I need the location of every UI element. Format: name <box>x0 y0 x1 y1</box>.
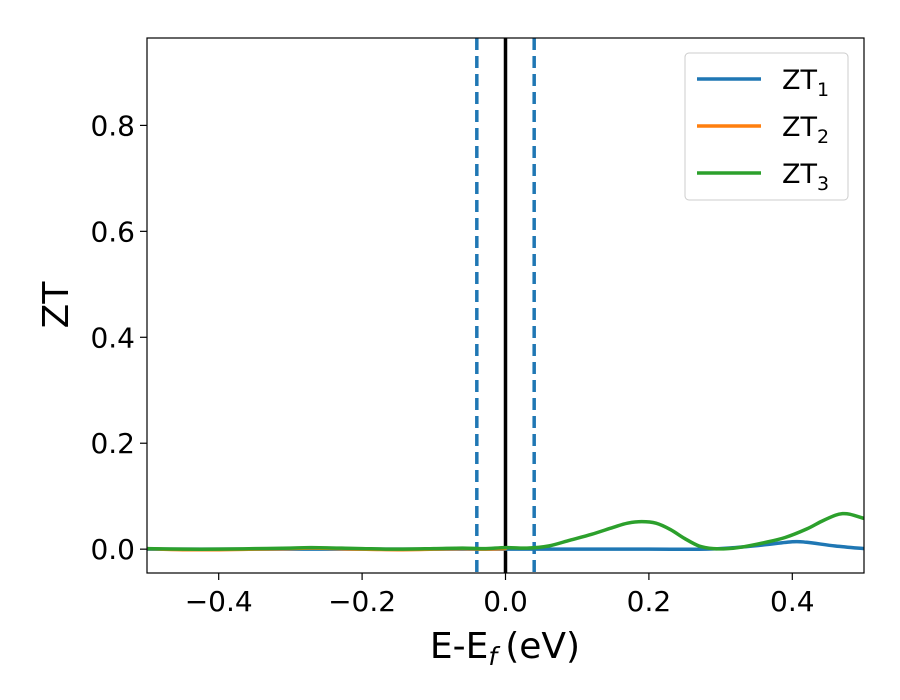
y-tick-label: 0.2 <box>90 427 135 460</box>
x-axis-ticks: −0.4 −0.2 0.0 0.2 0.4 <box>185 573 815 618</box>
series-line-zt3 <box>147 511 864 551</box>
y-tick-label: 0.6 <box>90 215 135 248</box>
legend-label-zt3: ZT3 <box>782 159 829 195</box>
series-layer <box>147 511 864 552</box>
legend: ZT1 ZT2 ZT3 <box>684 52 849 201</box>
x-axis-label-subscript: f <box>488 642 500 671</box>
x-tick-label: −0.4 <box>185 585 253 618</box>
y-axis-label: ZT <box>36 281 77 329</box>
x-axis-label-main: E-E <box>430 626 488 667</box>
x-tick-label: 0.4 <box>770 585 815 618</box>
y-tick-label: 0.8 <box>90 109 135 142</box>
legend-box <box>684 52 849 201</box>
x-tick-label: 0.2 <box>627 585 672 618</box>
y-tick-label: 0.4 <box>90 321 135 354</box>
legend-label-zt2: ZT2 <box>782 112 829 148</box>
x-tick-label: −0.2 <box>328 585 396 618</box>
y-tick-label: 0.0 <box>90 533 135 566</box>
y-axis-ticks: 0.0 0.2 0.4 0.6 0.8 <box>90 109 147 566</box>
x-axis-label-unit: (eV) <box>505 626 580 667</box>
x-axis-label: E-Ef (eV) <box>430 626 580 671</box>
vertical-reference-lines <box>475 38 536 573</box>
x-tick-label: 0.0 <box>483 585 528 618</box>
legend-label-zt1: ZT1 <box>782 65 829 101</box>
